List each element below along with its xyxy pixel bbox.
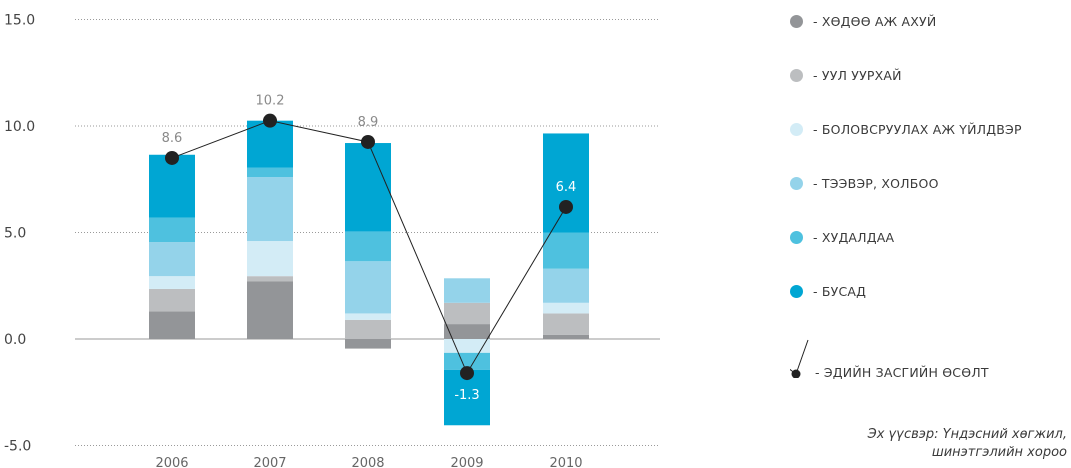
growth-point	[263, 113, 277, 128]
legend-label-manufacturing: - БОЛОВСРУУЛАХ АЖ ҮЙЛДВЭР	[813, 122, 1022, 137]
growth-data-label: -1.3	[454, 388, 479, 403]
bar-segment	[345, 261, 391, 314]
bar-segment	[543, 313, 589, 335]
bar-segment	[247, 167, 293, 178]
y-tick-label: 0.0	[4, 332, 26, 348]
bar-segment	[149, 276, 195, 289]
bar-segment	[247, 177, 293, 242]
legend-item-mining: - УУЛ УУРХАЙ	[790, 68, 902, 83]
legend-item-manufacturing: - БОЛОВСРУУЛАХ АЖ ҮЙЛДВЭР	[790, 122, 1022, 137]
legend-item-trade: - ХУДАЛДАА	[790, 230, 894, 245]
bar-line-chart: -5.0 0.0 5.0 10.0 15.0 2006 2007 2008 2009 2010 8.…	[4, 13, 660, 468]
bar-segment	[543, 302, 589, 314]
legend-swatch-trade	[790, 231, 803, 244]
bar-segment	[444, 302, 490, 325]
growth-point	[165, 150, 179, 165]
bar-segment	[247, 276, 293, 282]
legend-item-agriculture: - ХӨДӨӨ АЖ АХУЙ	[790, 14, 936, 29]
legend-item-other: - БУСАД	[790, 284, 866, 299]
legend-item-growth: - ЭДИЙН ЗАСГИЙН ӨСӨЛТ	[815, 365, 989, 380]
bar-segment	[247, 120, 293, 168]
bar-segment	[444, 324, 490, 339]
source-note: Эх үүсвэр: Үндэсний хөгжил, шинэтгэлийн …	[868, 426, 1067, 462]
x-tick-label: 2008	[351, 456, 384, 468]
bar-segment	[345, 143, 391, 232]
legend-swatch-other	[790, 285, 803, 298]
growth-data-label: 6.4	[556, 180, 577, 195]
bar-segment	[149, 311, 195, 339]
growth-data-label: 8.9	[358, 115, 379, 130]
x-tick-label: 2007	[253, 456, 286, 468]
x-tick-label: 2010	[549, 456, 582, 468]
legend-swatch-manufacturing	[790, 123, 803, 136]
bar-segment	[444, 352, 490, 370]
source-line-2: шинэтгэлийн хороо	[931, 445, 1067, 460]
line-legend-icon	[790, 339, 809, 378]
bar-segment	[345, 231, 391, 262]
bar-segment	[543, 232, 589, 269]
legend-label-transport: - ТЭЭВЭР, ХОЛБОО	[813, 176, 939, 191]
growth-point	[460, 366, 474, 381]
bar-segment	[247, 241, 293, 277]
y-tick-label: -5.0	[4, 439, 31, 455]
bar-segment	[543, 334, 589, 339]
legend-label-agriculture: - ХӨДӨӨ АЖ АХУЙ	[813, 14, 937, 29]
bar-segment	[149, 242, 195, 277]
legend-label-growth: - ЭДИЙН ЗАСГИЙН ӨСӨЛТ	[815, 365, 989, 380]
y-tick-label: 5.0	[4, 226, 26, 242]
bar-segment	[149, 217, 195, 243]
growth-point	[559, 199, 573, 214]
bar-segment	[444, 339, 490, 353]
legend-swatch-mining	[790, 69, 803, 82]
bar-segment	[543, 268, 589, 303]
x-tick-label: 2009	[450, 456, 483, 468]
bar-segment	[345, 339, 391, 349]
growth-data-label: 8.6	[162, 131, 183, 146]
bar-segment	[247, 281, 293, 339]
legend: - ХӨДӨӨ АЖ АХУЙ - УУЛ УУРХАЙ - БОЛОВСРУУ…	[790, 0, 1071, 468]
growth-data-label: 10.2	[256, 94, 285, 109]
bar-segment	[345, 313, 391, 320]
legend-item-transport: - ТЭЭВЭР, ХОЛБОО	[790, 176, 939, 191]
bar-segment	[543, 133, 589, 233]
legend-swatch-transport	[790, 177, 803, 190]
y-tick-label: 10.0	[4, 119, 35, 135]
bar-segment	[149, 154, 195, 218]
legend-label-trade: - ХУДАЛДАА	[813, 230, 895, 245]
x-tick-label: 2006	[155, 456, 188, 468]
y-tick-label: 15.0	[4, 13, 35, 29]
legend-swatch-agriculture	[790, 15, 803, 28]
source-line-1: Эх үүсвэр: Үндэсний хөгжил,	[867, 427, 1067, 442]
legend-label-other: - БУСАД	[813, 284, 867, 299]
bar-segment	[444, 278, 490, 303]
bar-segment	[345, 319, 391, 339]
growth-point	[361, 134, 375, 149]
legend-label-mining: - УУЛ УУРХАЙ	[813, 68, 902, 83]
bar-segment	[149, 288, 195, 312]
